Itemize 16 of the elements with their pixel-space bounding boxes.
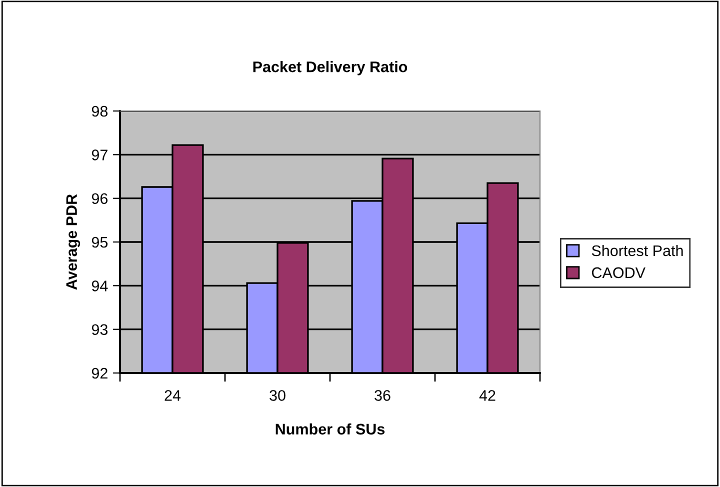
x-tick-label: 24 bbox=[164, 390, 181, 401]
y-tick-label: 96 bbox=[92, 193, 108, 204]
x-tick-label: 36 bbox=[374, 390, 390, 401]
y-tick-label: 93 bbox=[92, 324, 108, 336]
y-tick-label: 94 bbox=[92, 280, 108, 292]
y-axis-title: Average PDR bbox=[66, 194, 80, 290]
x-tick-label: 42 bbox=[479, 390, 496, 401]
y-tick-label: 98 bbox=[92, 106, 108, 117]
x-axis-title: Number of SUs bbox=[276, 423, 385, 435]
y-tick-label: 95 bbox=[92, 236, 108, 248]
legend-label: Shortest Path bbox=[592, 244, 683, 256]
legend-label: CAODV bbox=[592, 267, 646, 278]
x-tick-label: 30 bbox=[270, 390, 286, 401]
chart-title: Packet Delivery Ratio bbox=[253, 61, 408, 76]
y-tick-label: 97 bbox=[92, 150, 108, 160]
y-tick-label: 92 bbox=[92, 368, 108, 379]
